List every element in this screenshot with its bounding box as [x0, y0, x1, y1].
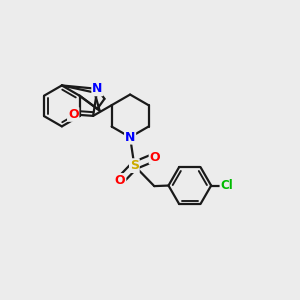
Text: N: N — [125, 131, 135, 144]
Text: N: N — [92, 82, 103, 95]
Text: O: O — [115, 174, 125, 187]
Text: O: O — [149, 151, 160, 164]
Text: S: S — [130, 159, 139, 172]
Text: O: O — [68, 108, 79, 121]
Text: Cl: Cl — [220, 179, 233, 192]
